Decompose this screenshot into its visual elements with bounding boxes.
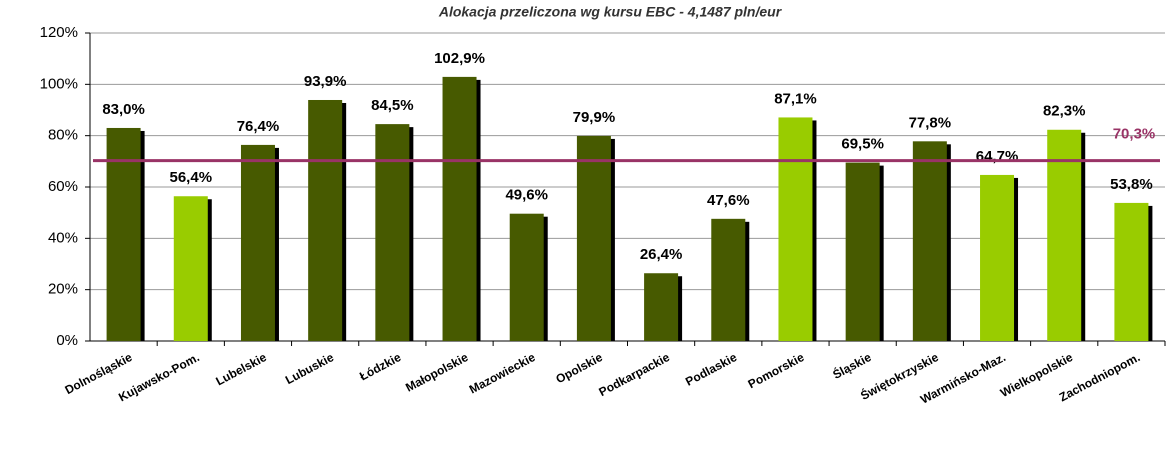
x-tick-label: Śląskie	[830, 349, 874, 382]
data-label: 102,9%	[434, 50, 485, 67]
x-tick-label: Opolskie	[553, 350, 605, 386]
y-tick-label: 120%	[40, 24, 78, 41]
reference-label: 70,3%	[1113, 126, 1156, 143]
x-tick-label: Małopolskie	[403, 350, 471, 395]
bar	[240, 144, 275, 341]
x-tick-label: Pomorskie	[746, 350, 807, 391]
y-tick-label: 100%	[40, 75, 78, 92]
data-label: 87,1%	[774, 90, 817, 107]
bar	[980, 174, 1015, 341]
bar	[308, 99, 343, 342]
data-label: 77,8%	[909, 114, 952, 131]
bar	[912, 141, 947, 341]
x-tick-label: Mazowieckie	[467, 350, 538, 397]
x-tick-label: Podlaskie	[683, 350, 739, 389]
y-tick-label: 80%	[48, 127, 78, 144]
bar	[576, 135, 611, 341]
bar	[375, 124, 410, 341]
chart-title: Alokacja przeliczona wg kursu EBC - 4,14…	[438, 4, 783, 20]
data-label: 56,4%	[170, 169, 213, 186]
bar	[1047, 129, 1082, 341]
data-label: 47,6%	[707, 192, 750, 209]
data-label: 84,5%	[371, 97, 414, 114]
bar	[644, 273, 679, 341]
x-tick-label: Lubuskie	[283, 350, 336, 387]
y-tick-label: 0%	[56, 332, 78, 349]
data-label: 82,3%	[1043, 103, 1086, 120]
data-label: 64,7%	[976, 148, 1019, 165]
bar	[173, 196, 208, 341]
data-label: 93,9%	[304, 73, 347, 90]
bar	[509, 213, 544, 341]
data-label: 69,5%	[841, 136, 884, 153]
x-tick-label: Podkarpackie	[597, 350, 673, 399]
data-label: 79,9%	[573, 109, 616, 126]
bar	[106, 127, 141, 341]
bar	[711, 218, 746, 341]
y-tick-label: 40%	[48, 229, 78, 246]
bar	[845, 162, 880, 341]
data-label: 53,8%	[1110, 176, 1153, 193]
data-label: 49,6%	[505, 187, 548, 204]
data-label: 76,4%	[237, 118, 280, 135]
y-tick-label: 20%	[48, 281, 78, 298]
x-tick-label: Łódzkie	[357, 350, 403, 383]
x-tick-label: Lubelskie	[213, 350, 269, 389]
y-tick-label: 60%	[48, 178, 78, 195]
data-label: 83,0%	[102, 101, 145, 118]
data-label: 26,4%	[640, 246, 683, 263]
bar	[442, 76, 477, 341]
bar	[778, 117, 813, 342]
bar	[1114, 202, 1149, 341]
